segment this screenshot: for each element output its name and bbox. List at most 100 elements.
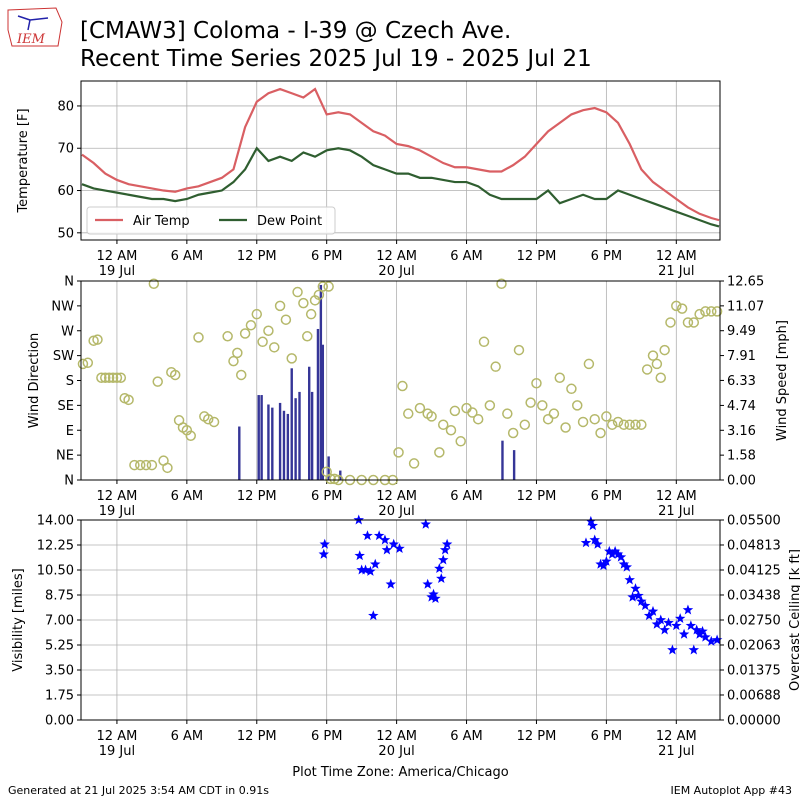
point bbox=[674, 613, 686, 624]
y-tick-label: 7.00 bbox=[45, 614, 74, 629]
point bbox=[624, 419, 635, 430]
y-tick-label: NE bbox=[56, 449, 74, 464]
point bbox=[305, 308, 317, 320]
y-tick-label: S bbox=[66, 374, 74, 389]
point bbox=[257, 336, 268, 348]
point bbox=[115, 372, 127, 383]
point bbox=[655, 614, 666, 625]
y2-tick-label: 0.00 bbox=[727, 474, 756, 489]
point bbox=[496, 278, 507, 290]
point bbox=[587, 520, 599, 531]
point bbox=[519, 419, 531, 430]
bar bbox=[286, 413, 290, 480]
y2-tick-label: 4.74 bbox=[727, 399, 756, 414]
y-tick-label: 50 bbox=[57, 226, 74, 241]
x-tick-label: 12 AM 21 Jul bbox=[656, 489, 697, 519]
point bbox=[636, 595, 647, 606]
point bbox=[630, 583, 641, 594]
x-tick-label: 6 PM bbox=[311, 249, 342, 264]
point bbox=[633, 590, 644, 601]
panel: 12 AM 19 Jul 6 AM 12 PM 6 PM 12 AM 20 Jul 6 AM 1… bbox=[11, 514, 800, 781]
point bbox=[202, 413, 214, 425]
point bbox=[146, 459, 158, 471]
point bbox=[585, 515, 597, 526]
point bbox=[263, 325, 274, 336]
point bbox=[467, 407, 478, 418]
point bbox=[292, 286, 303, 298]
point bbox=[472, 413, 484, 425]
point bbox=[592, 538, 603, 549]
point bbox=[641, 364, 653, 375]
point bbox=[111, 372, 123, 383]
point bbox=[422, 578, 433, 589]
y-tick-label: W bbox=[61, 324, 74, 339]
y2-tick-label: 0.04125 bbox=[727, 564, 781, 579]
plot-frame bbox=[80, 280, 721, 481]
point bbox=[208, 416, 220, 428]
chart-title: [CMAW3] Coloma - I-39 @ Czech Ave. bbox=[80, 18, 511, 44]
point bbox=[360, 564, 371, 575]
point bbox=[671, 300, 682, 312]
point bbox=[688, 644, 700, 655]
legend-box bbox=[86, 206, 336, 235]
bar bbox=[290, 368, 293, 480]
point bbox=[325, 473, 336, 485]
point bbox=[659, 624, 670, 635]
point bbox=[542, 413, 554, 425]
point bbox=[659, 344, 670, 356]
bar bbox=[260, 395, 263, 480]
legend: Air Temp Dew Point bbox=[86, 206, 336, 235]
point bbox=[356, 564, 367, 575]
point bbox=[655, 372, 667, 383]
x-tick-label: 6 AM bbox=[450, 489, 483, 504]
point bbox=[445, 425, 457, 436]
point bbox=[671, 620, 682, 631]
point bbox=[251, 308, 263, 320]
y-tick-label: 0.00 bbox=[45, 714, 74, 729]
line bbox=[81, 87, 720, 222]
y2-tick-label: 12.65 bbox=[727, 275, 764, 290]
point bbox=[577, 416, 589, 428]
y2-tick-label: 0.02750 bbox=[727, 614, 781, 629]
y-axis-label: Visibility [miles] bbox=[11, 568, 26, 671]
y-tick-label: 5.25 bbox=[45, 639, 74, 654]
point bbox=[618, 558, 630, 569]
x-tick-label: 12 AM 21 Jul bbox=[656, 729, 697, 759]
point bbox=[228, 355, 239, 367]
y-axis-label: Wind Direction bbox=[27, 333, 42, 429]
point bbox=[621, 561, 632, 572]
plot-frame bbox=[80, 80, 721, 241]
point bbox=[706, 635, 717, 646]
point bbox=[414, 402, 426, 414]
point bbox=[630, 419, 641, 430]
point bbox=[537, 400, 548, 411]
point bbox=[513, 344, 525, 356]
point bbox=[688, 317, 700, 328]
point bbox=[636, 419, 647, 430]
point bbox=[571, 400, 583, 411]
point bbox=[123, 394, 134, 406]
point bbox=[667, 644, 678, 655]
point bbox=[694, 628, 705, 639]
point bbox=[678, 628, 690, 639]
point bbox=[612, 548, 624, 559]
y2-axis-label: Overcast Ceiling [k ft] bbox=[788, 549, 800, 691]
panel: 12 AM 19 Jul 6 AM 12 PM 6 PM 12 AM 20 Jul 6 AM 1… bbox=[16, 80, 721, 279]
x-tick-label: 12 AM 21 Jul bbox=[656, 249, 697, 279]
point bbox=[694, 308, 705, 320]
x-tick-label: 6 AM bbox=[450, 249, 483, 264]
point bbox=[232, 347, 243, 359]
y-tick-label: 10.50 bbox=[37, 564, 74, 579]
point bbox=[595, 427, 606, 439]
point bbox=[103, 372, 115, 383]
point bbox=[397, 380, 408, 392]
bar bbox=[512, 450, 516, 480]
x-tick-label: 12 AM 20 Jul bbox=[376, 729, 417, 759]
point bbox=[239, 328, 251, 339]
x-tick-label: 6 PM bbox=[591, 249, 622, 264]
y-tick-label: NW bbox=[51, 299, 74, 314]
y-tick-label: 3.50 bbox=[45, 664, 74, 679]
point bbox=[615, 551, 627, 562]
bar bbox=[267, 404, 270, 480]
marks bbox=[81, 87, 720, 228]
